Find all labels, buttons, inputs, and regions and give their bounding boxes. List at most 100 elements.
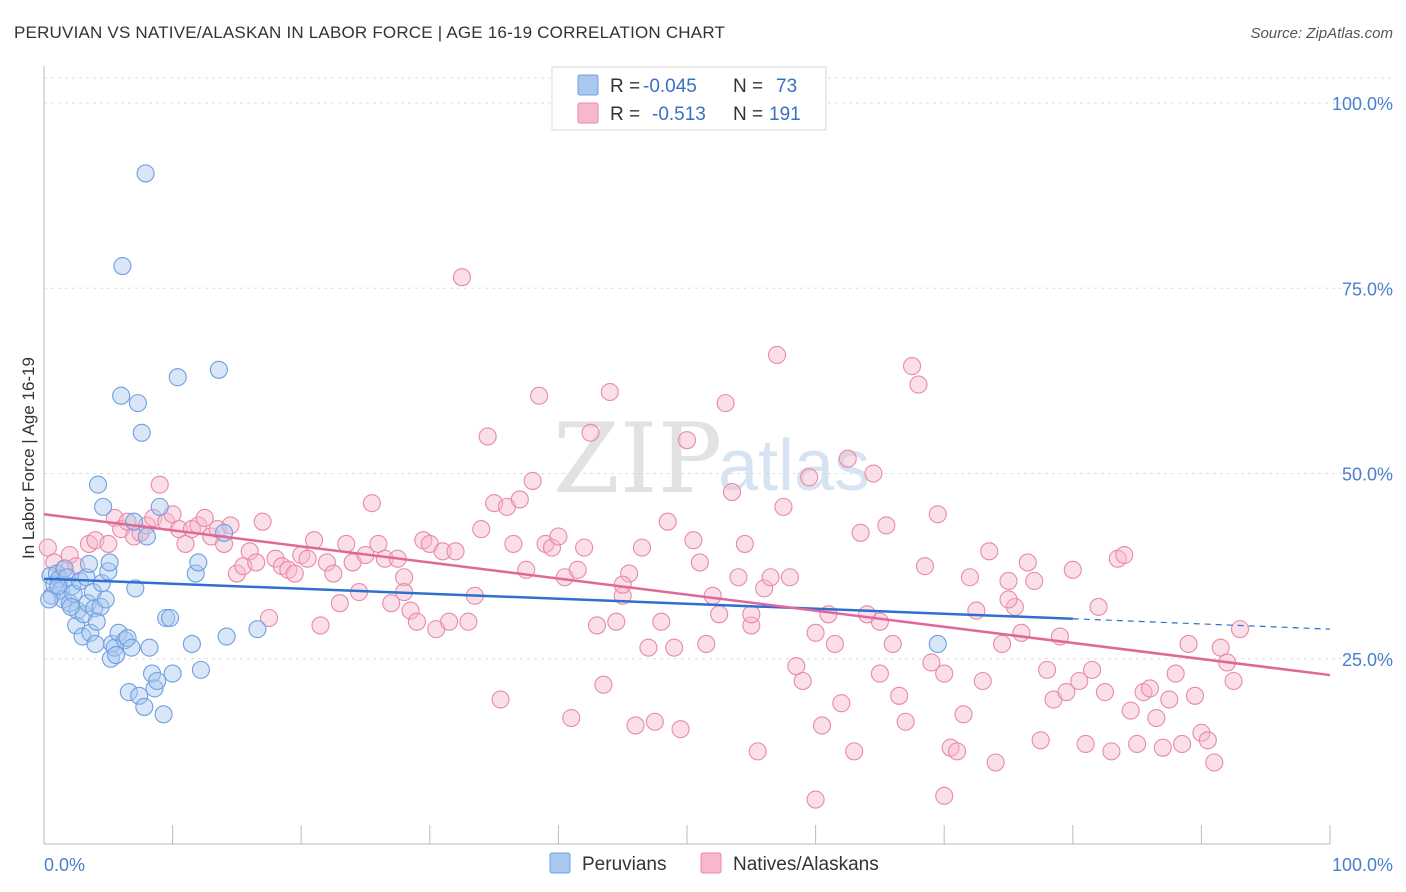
native-point-157 (1063, 560, 1082, 579)
native-point-156 (1057, 683, 1076, 702)
native-point-190 (999, 590, 1018, 609)
native-point-173 (1166, 664, 1185, 683)
native-point-150 (1018, 553, 1037, 572)
peruvian-point-50 (140, 638, 159, 657)
watermark: ZIP atlas (553, 403, 870, 515)
peruvian-point-47 (135, 697, 154, 716)
native-point-142 (967, 601, 986, 620)
native-point-116 (800, 468, 819, 487)
native-point-163 (1102, 742, 1121, 761)
native-point-162 (1095, 683, 1114, 702)
native-point-185 (935, 786, 954, 805)
peruvian-point-59 (168, 368, 187, 387)
native-point-184 (806, 790, 825, 809)
peruvian-point-71 (61, 597, 81, 616)
y-tick-label-25: 25.0% (1342, 650, 1393, 670)
x-tick-label-min: 0.0% (44, 855, 85, 875)
native-point-82 (581, 423, 600, 442)
native-point-15 (150, 475, 169, 494)
peruvian-point-30 (100, 553, 119, 572)
native-point-124 (851, 523, 870, 542)
y-tick-label-75: 75.0% (1342, 279, 1393, 299)
peruvian-point-54 (150, 497, 169, 516)
native-point-30 (247, 553, 266, 572)
native-point-41 (317, 553, 336, 572)
peruvian-point-20 (81, 623, 100, 642)
native-point-83 (587, 616, 607, 635)
native-point-103 (716, 394, 735, 413)
native-point-177 (1192, 723, 1211, 742)
legend-r-label-peruvians: R = (610, 76, 640, 97)
native-point-80 (568, 560, 587, 579)
native-point-167 (1128, 734, 1147, 754)
native-point-146 (993, 634, 1012, 653)
peruvian-point-45 (130, 686, 149, 705)
native-point-109 (755, 579, 774, 598)
native-point-171 (1153, 738, 1172, 757)
native-point-147 (999, 571, 1018, 591)
native-point-149 (1012, 623, 1031, 642)
native-point-120 (825, 634, 844, 653)
x-tick-label-max: 100.0% (1332, 855, 1393, 875)
native-point-54 (401, 601, 420, 620)
native-point-79 (562, 708, 581, 728)
series-legend: Peruvians Natives/Alaskans (549, 852, 879, 875)
peruvian-point-37 (113, 257, 132, 276)
peruvian-point-34 (106, 646, 126, 665)
native-point-31 (253, 512, 272, 531)
peruvian-point-64 (209, 360, 228, 379)
native-point-51 (382, 594, 401, 613)
native-point-48 (362, 494, 381, 513)
native-point-55 (407, 612, 426, 631)
native-point-170 (1147, 708, 1166, 728)
native-point-81 (575, 538, 594, 557)
native-point-110 (761, 568, 780, 587)
y-axis-label: In Labor Force | Age 16-19 (19, 357, 38, 559)
native-point-65 (472, 520, 491, 539)
peruvian-point-56 (157, 608, 176, 628)
native-point-153 (1038, 660, 1057, 679)
peruvian-point-23 (86, 634, 105, 653)
peruvian-point-57 (160, 608, 180, 628)
native-point-1 (45, 553, 64, 572)
native-point-160 (1083, 660, 1102, 679)
legend-r-label-natives: R = (610, 104, 640, 125)
y-tick-labels: 25.0% 50.0% 75.0% 100.0% (1332, 94, 1393, 670)
peruvian-point-24 (88, 475, 108, 494)
peruvian-trend-extension (1072, 618, 1331, 630)
native-point-106 (735, 534, 754, 553)
native-point-133 (909, 375, 928, 394)
native-point-123 (845, 742, 864, 761)
peruvian-point-70 (49, 577, 68, 596)
peruvian-point-68 (928, 634, 947, 653)
native-point-126 (864, 464, 883, 483)
native-point-7 (99, 534, 118, 553)
native-point-105 (729, 568, 748, 587)
legend-label-natives: Natives/Alaskans (733, 854, 879, 875)
legend-swatch-natives (577, 102, 599, 124)
native-point-44 (337, 534, 356, 553)
peruvian-point-27 (94, 497, 113, 516)
peruvian-point-66 (217, 627, 236, 646)
peruvian-point-63 (191, 660, 210, 679)
correlation-legend: R = -0.045 N = 73 R = -0.513 N = 191 (551, 66, 827, 131)
chart-title: PERUVIAN VS NATIVE/ALASKAN IN LABOR FORC… (14, 23, 725, 42)
native-point-32 (259, 608, 279, 628)
native-point-29 (240, 542, 259, 561)
native-point-159 (1076, 734, 1095, 754)
native-point-128 (877, 516, 896, 535)
native-point-175 (1179, 634, 1198, 653)
native-point-71 (510, 490, 529, 509)
peruvian-point-44 (128, 394, 147, 413)
native-point-76 (542, 538, 562, 557)
legend-swatch-peruvians (577, 74, 599, 96)
legend-r-value-peruvians: -0.045 (643, 76, 697, 97)
native-point-84 (594, 675, 613, 694)
native-point-74 (530, 386, 549, 405)
native-point-40 (311, 616, 330, 635)
native-point-89 (626, 716, 645, 735)
peruvian-trend-line (43, 577, 1073, 620)
peruvian-point-53 (148, 671, 167, 691)
axes (43, 66, 1331, 845)
